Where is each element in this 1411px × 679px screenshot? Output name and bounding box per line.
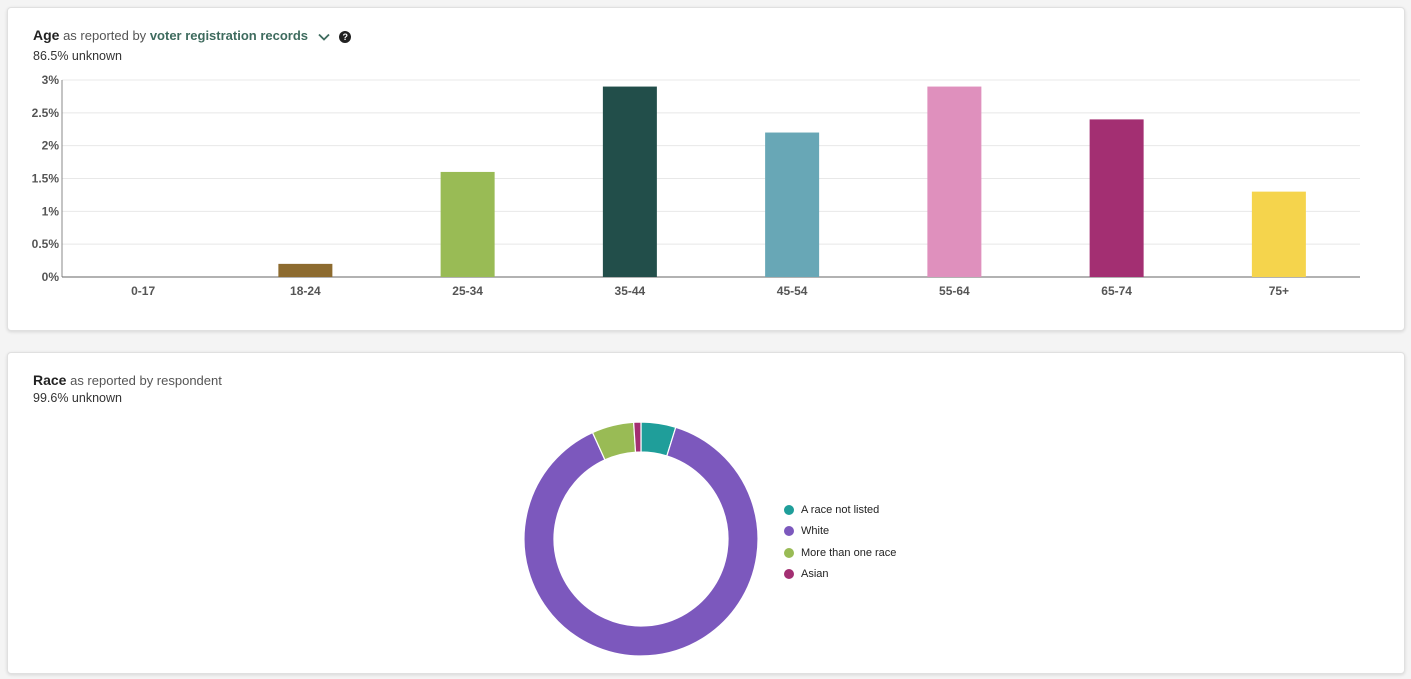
bar-35-44[interactable] [602,86,657,277]
legend-label: Asian [801,568,829,581]
legend-item[interactable]: Asian [784,564,896,586]
age-unknown: 86.5% unknown [33,49,122,63]
age-header: Age as reported by voter registration re… [33,27,352,43]
race-title: Race [33,372,67,388]
help-icon[interactable]: ? [339,30,352,43]
legend-label: White [801,525,830,538]
age-title: Age [33,27,60,43]
legend-label: A race not listed [801,503,880,516]
y-tick-label: 3% [42,73,60,87]
race-legend: A race not listed White More than one race… [784,499,896,585]
y-tick-label: 2% [42,139,60,153]
bar-55-64[interactable] [927,86,982,277]
y-tick-label: 1% [42,204,60,218]
y-tick-label: 0% [42,270,60,284]
race-unknown: 99.6% unknown [33,391,122,405]
legend-item[interactable]: More than one race [784,542,896,564]
y-tick-label: 1.5% [32,172,60,186]
x-tick-label: 55-64 [939,284,970,298]
bar-18-24[interactable] [278,263,333,277]
x-tick-label: 35-44 [615,284,646,298]
legend-item[interactable]: A race not listed [784,499,896,521]
bar-65-74[interactable] [1089,119,1144,278]
age-reported-prefix: as reported by [63,28,147,43]
race-reported-text: as reported by respondent [70,373,222,388]
x-tick-label: 75+ [1269,284,1289,298]
legend-item[interactable]: White [784,521,896,543]
race-header: Race as reported by respondent [33,372,222,388]
x-tick-label: 25-34 [452,284,483,298]
bar-45-54[interactable] [765,132,820,277]
legend-dot [784,569,794,580]
y-tick-label: 0.5% [32,237,60,251]
bar-25-34[interactable] [440,171,495,277]
legend-dot [784,504,794,515]
race-card: Race as reported by respondent 99.6% unk… [7,352,1405,674]
y-tick-label: 2.5% [32,106,60,120]
x-tick-label: 45-54 [777,284,808,298]
age-source-dropdown[interactable]: voter registration records [149,28,309,43]
slice-white[interactable] [523,426,759,657]
race-donut-chart [523,421,759,657]
x-tick-label: 0-17 [131,284,155,298]
x-tick-label: 18-24 [290,284,321,298]
legend-label: More than one race [801,546,897,559]
bar-75+[interactable] [1251,191,1306,277]
x-tick-label: 65-74 [1101,284,1132,298]
legend-dot [784,547,794,558]
chevron-down-icon[interactable] [318,33,330,41]
age-card: Age as reported by voter registration re… [7,7,1405,331]
slice-asian[interactable] [633,421,642,453]
legend-dot [784,526,794,537]
age-bar-chart: 0% 0.5% 1% 1.5% 2% 2.5% 3% 0-17 18-24 25-34 35-44 4… [32,73,1360,298]
